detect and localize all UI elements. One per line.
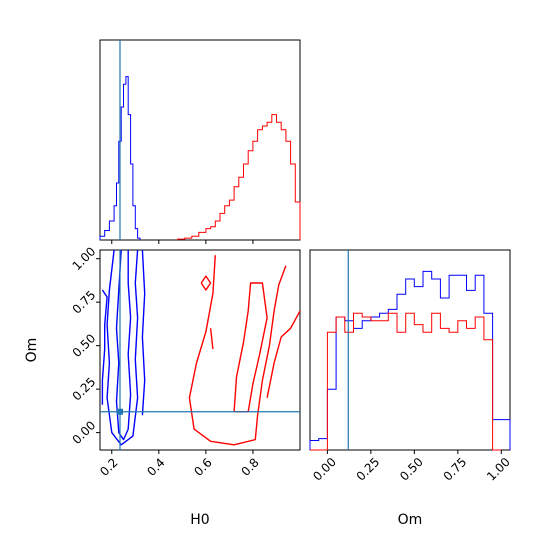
h0-marginal-blue-histogram — [99, 76, 141, 240]
joint-contour-blue-3 — [141, 249, 146, 416]
joint-x-tick-label-0: 0.2 — [97, 455, 120, 478]
om-x-tick-label-1: 0.25 — [354, 455, 383, 484]
joint-truth-marker — [117, 408, 123, 415]
joint-y-tick-label-3: 0.75 — [70, 288, 99, 317]
panel-h0-marginal-frame — [99, 39, 301, 241]
om-marginal-red-histogram — [310, 312, 502, 451]
x-axis-label-om: Om — [398, 512, 423, 528]
joint-y-tick-label-0: 0.00 — [70, 418, 99, 447]
panel-joint-frame — [99, 249, 301, 451]
joint-x-tick-label-3: 0.8 — [238, 455, 261, 478]
om-x-tick-label-0: 0.00 — [310, 455, 339, 484]
om-x-tick-label-4: 1.00 — [484, 455, 513, 484]
joint-y-tick-label-2: 0.50 — [70, 331, 99, 360]
joint-contour-blue-1 — [106, 249, 139, 446]
joint-x-tick-label-2: 0.6 — [191, 455, 214, 478]
joint-contour-red-8 — [209, 328, 214, 350]
joint-contour-red-7 — [200, 275, 212, 291]
joint-y-tick-label-4: 1.00 — [70, 244, 99, 273]
joint-contour-blue-0 — [115, 249, 132, 441]
y-axis-label-om: Om — [24, 338, 40, 363]
joint-y-tick-label-1: 0.25 — [70, 375, 99, 404]
joint-contour-blue-2 — [101, 289, 108, 405]
om-x-tick-label-2: 0.50 — [397, 455, 426, 484]
panel-om-marginal-frame — [309, 249, 511, 451]
joint-contour-red-5 — [233, 282, 268, 413]
joint-x-tick-label-1: 0.4 — [144, 455, 167, 478]
h0-marginal-red-histogram — [177, 114, 301, 240]
joint-contour-red-4 — [188, 255, 287, 446]
om-marginal-blue-histogram — [309, 270, 511, 450]
joint-contour-red-6 — [266, 310, 301, 398]
x-axis-label-h0: H0 — [190, 512, 209, 528]
om-x-tick-label-3: 0.75 — [441, 455, 470, 484]
